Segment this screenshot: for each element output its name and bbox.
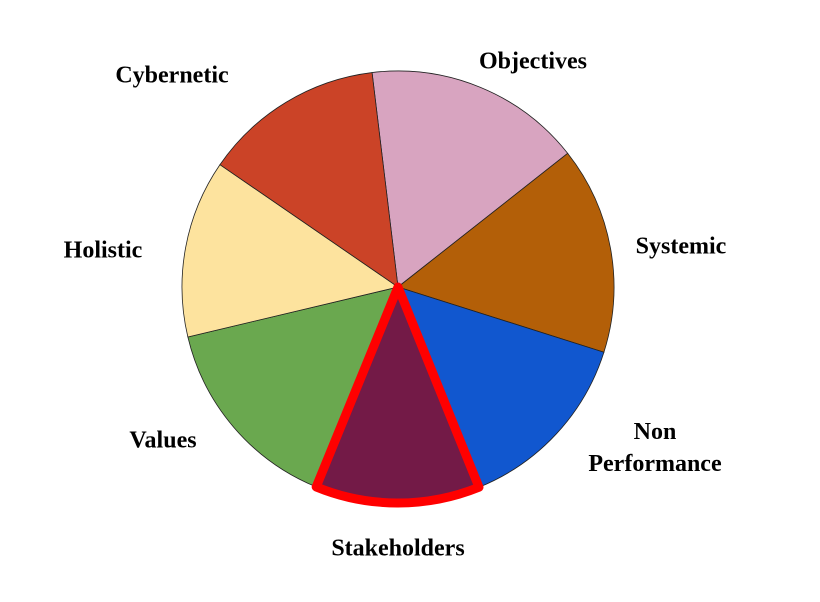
- slice-label: Objectives: [479, 49, 587, 75]
- slice-label: Systemic: [636, 234, 727, 260]
- slice-label: Stakeholders: [331, 536, 464, 562]
- pie-slice: [397, 286, 605, 488]
- slice-label: Cybernetic: [115, 63, 229, 89]
- pie-slice: [187, 286, 399, 488]
- pie-slice: [181, 164, 399, 338]
- slice-label: Holistic: [64, 238, 143, 264]
- slice-label: Values: [129, 428, 196, 454]
- slice-label: Non Performance: [588, 419, 722, 477]
- pie-slice: [397, 152, 615, 353]
- pie-slice: [219, 72, 399, 288]
- highlight-outline: [311, 282, 484, 508]
- pie-slice: [371, 70, 569, 288]
